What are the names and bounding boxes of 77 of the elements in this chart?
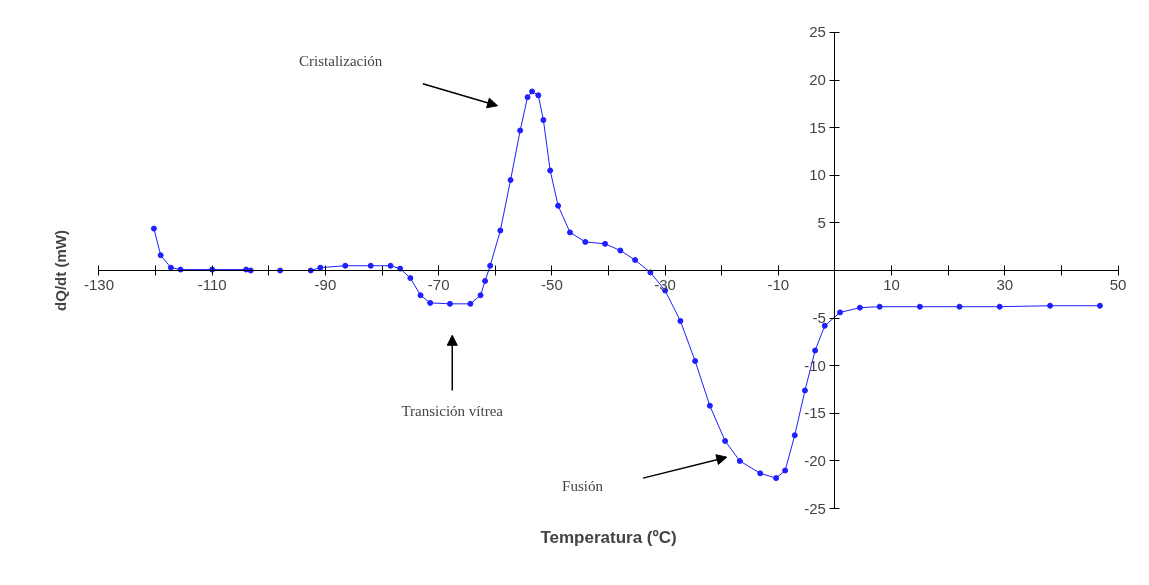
y-tick-label: 5 <box>817 213 826 231</box>
point <box>407 275 414 282</box>
point <box>706 402 713 409</box>
point <box>535 92 542 99</box>
y-tick-label: 15 <box>809 118 826 136</box>
x-tick-label: -10 <box>767 275 790 293</box>
y-tick-label: 10 <box>809 166 826 184</box>
x-axis-title: Temperatura (ºC) <box>540 527 677 547</box>
point <box>876 303 883 310</box>
point <box>757 470 764 477</box>
point <box>317 264 324 271</box>
point <box>773 475 780 482</box>
y-tick-label: 20 <box>809 71 826 89</box>
point <box>247 267 254 274</box>
point <box>692 357 699 364</box>
point <box>150 225 157 232</box>
point <box>555 202 562 209</box>
point <box>547 167 554 174</box>
point <box>482 277 489 284</box>
point <box>387 262 394 269</box>
point <box>367 262 374 269</box>
point <box>397 265 404 272</box>
point <box>791 432 798 439</box>
point <box>157 252 164 259</box>
point <box>477 292 484 299</box>
point <box>647 269 654 276</box>
point <box>467 300 474 307</box>
point <box>167 264 174 271</box>
point <box>632 257 639 264</box>
y-tick-label: 25 <box>809 23 826 41</box>
point <box>277 267 284 274</box>
point <box>812 347 819 354</box>
x-tick-label: 50 <box>1109 275 1127 293</box>
point <box>497 227 504 234</box>
point <box>177 266 184 273</box>
y-tick-label: -15 <box>804 404 826 422</box>
x-tick-label: -110 <box>197 275 227 293</box>
point <box>1047 302 1054 309</box>
point <box>446 300 453 307</box>
x-tick-label: -90 <box>314 275 337 293</box>
point <box>517 127 524 134</box>
y-tick-label: -25 <box>804 499 826 517</box>
point <box>782 467 789 474</box>
point <box>736 457 743 464</box>
point <box>996 303 1003 310</box>
point <box>916 303 923 310</box>
point <box>1096 302 1103 309</box>
x-tick-label: -70 <box>427 275 450 293</box>
point <box>956 303 963 310</box>
point <box>677 317 684 324</box>
point <box>529 88 536 95</box>
x-tick-label: 30 <box>996 275 1014 293</box>
point <box>417 292 424 299</box>
annotation: Cristalización <box>299 52 383 69</box>
y-axis-title: dQ/dt (mW) <box>51 230 69 311</box>
annotation: Transición vítrea <box>401 402 504 419</box>
y-tick-label: -5 <box>812 309 826 327</box>
point <box>487 262 494 269</box>
point <box>856 304 863 311</box>
point <box>582 238 589 245</box>
point <box>617 247 624 254</box>
point <box>837 309 844 316</box>
x-tick-label: -50 <box>541 275 563 293</box>
point <box>524 94 531 101</box>
point <box>427 299 434 306</box>
y-tick-label: -20 <box>804 451 826 469</box>
point <box>540 117 547 124</box>
point <box>307 267 314 274</box>
x-tick-label: -130 <box>83 275 114 293</box>
point <box>722 437 729 444</box>
point <box>801 387 808 394</box>
point <box>507 177 514 184</box>
point <box>342 262 349 269</box>
point <box>567 229 573 236</box>
x-tick-label: 10 <box>883 275 900 293</box>
annotation: Fusión <box>562 477 604 494</box>
point <box>602 240 609 247</box>
